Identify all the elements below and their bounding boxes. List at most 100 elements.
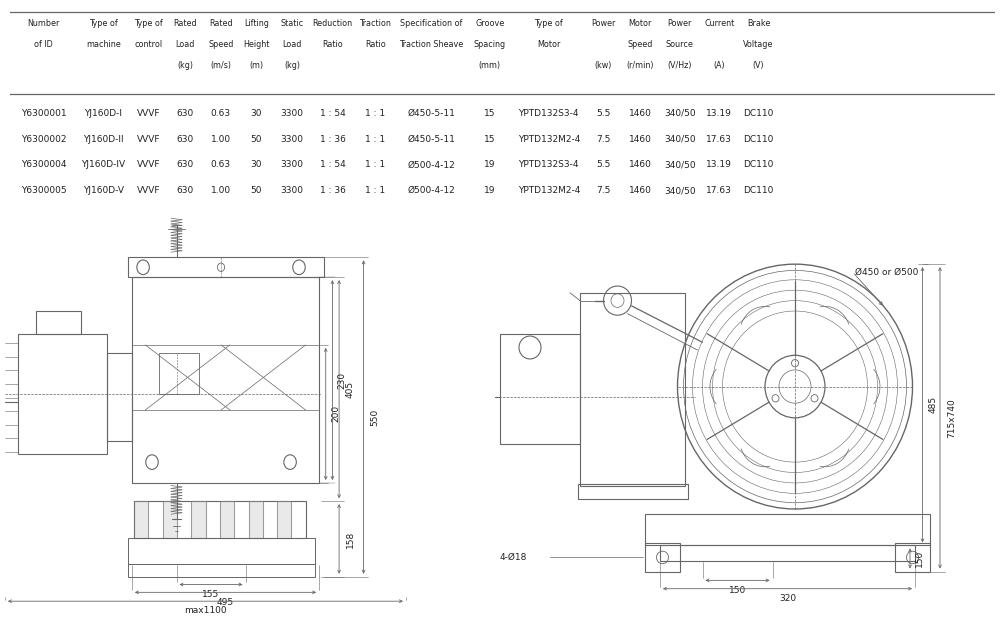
- Text: Type of: Type of: [534, 19, 563, 28]
- Text: 19: 19: [484, 160, 495, 169]
- Text: Traction Sheave: Traction Sheave: [399, 40, 464, 49]
- Text: 150: 150: [915, 550, 924, 567]
- Text: Static: Static: [281, 19, 304, 28]
- Text: Voltage: Voltage: [743, 40, 774, 49]
- Text: Y6300004: Y6300004: [21, 160, 66, 169]
- Text: 50: 50: [250, 135, 262, 144]
- Bar: [578, 484, 688, 499]
- Text: 158: 158: [346, 531, 355, 547]
- Bar: [159, 353, 199, 394]
- Text: (V): (V): [753, 62, 764, 70]
- Text: Power: Power: [668, 19, 692, 28]
- Bar: [580, 293, 685, 486]
- Text: 150: 150: [729, 585, 746, 595]
- Text: Spacing: Spacing: [474, 40, 506, 49]
- Text: DC110: DC110: [743, 160, 774, 169]
- Bar: [107, 353, 132, 441]
- Text: (m): (m): [249, 62, 263, 70]
- Text: 7.5: 7.5: [596, 135, 610, 144]
- Text: 1460: 1460: [629, 160, 652, 169]
- Text: 550: 550: [370, 409, 379, 425]
- Text: 1460: 1460: [629, 186, 652, 195]
- Text: 340/50: 340/50: [664, 135, 696, 144]
- Text: (A): (A): [713, 62, 725, 70]
- Bar: [660, 545, 915, 561]
- Text: YPTD132M2-4: YPTD132M2-4: [518, 135, 580, 144]
- Text: Load: Load: [176, 40, 195, 49]
- Text: Ø450-5-11: Ø450-5-11: [408, 109, 456, 118]
- Text: 630: 630: [177, 186, 194, 195]
- Text: 19: 19: [484, 186, 495, 195]
- Text: 1.00: 1.00: [211, 135, 231, 144]
- Bar: [18, 335, 107, 454]
- Text: YPTD132S3-4: YPTD132S3-4: [519, 109, 579, 118]
- Text: 15: 15: [484, 109, 495, 118]
- Text: Rated: Rated: [174, 19, 197, 28]
- Text: 50: 50: [250, 186, 262, 195]
- Text: 405: 405: [346, 381, 355, 397]
- Bar: [500, 335, 580, 444]
- Text: Speed: Speed: [208, 40, 233, 49]
- Text: DC110: DC110: [743, 186, 774, 195]
- Text: 1 : 1: 1 : 1: [365, 160, 385, 169]
- Text: (V/Hz): (V/Hz): [668, 62, 692, 70]
- Text: Rated: Rated: [209, 19, 233, 28]
- Text: 0.63: 0.63: [211, 160, 231, 169]
- Text: 485: 485: [928, 396, 938, 414]
- Bar: [134, 501, 306, 537]
- Text: Lifting: Lifting: [244, 19, 269, 28]
- Text: Speed: Speed: [628, 40, 653, 49]
- Text: Type of: Type of: [89, 19, 118, 28]
- Bar: [895, 543, 930, 572]
- Text: 1 : 54: 1 : 54: [320, 160, 345, 169]
- Text: Ø500-4-12: Ø500-4-12: [408, 186, 455, 195]
- Text: DC110: DC110: [743, 109, 774, 118]
- Text: Type of: Type of: [135, 19, 163, 28]
- Text: YJ160D-I: YJ160D-I: [85, 109, 123, 118]
- Text: 5.5: 5.5: [596, 160, 610, 169]
- Text: Reduction: Reduction: [313, 19, 353, 28]
- Text: 340/50: 340/50: [664, 160, 696, 169]
- Text: 155: 155: [202, 590, 220, 599]
- Text: Specification of: Specification of: [400, 19, 463, 28]
- Text: 17.63: 17.63: [706, 135, 732, 144]
- Text: VVVF: VVVF: [137, 109, 161, 118]
- Text: YJ160D-V: YJ160D-V: [83, 186, 124, 195]
- Text: Source: Source: [666, 40, 694, 49]
- Text: Groove: Groove: [475, 19, 504, 28]
- Text: 7.5: 7.5: [596, 186, 610, 195]
- Text: Load: Load: [283, 40, 302, 49]
- Text: 1 : 36: 1 : 36: [320, 186, 346, 195]
- Text: VVVF: VVVF: [137, 160, 161, 169]
- Text: 13.19: 13.19: [706, 109, 732, 118]
- Text: 630: 630: [177, 160, 194, 169]
- Text: Height: Height: [243, 40, 269, 49]
- Text: YPTD132M2-4: YPTD132M2-4: [518, 186, 580, 195]
- Text: (kg): (kg): [177, 62, 193, 70]
- Text: 1 : 1: 1 : 1: [365, 109, 385, 118]
- Text: (kw): (kw): [594, 62, 612, 70]
- Text: Traction: Traction: [359, 19, 391, 28]
- Text: 15: 15: [484, 135, 495, 144]
- Bar: [128, 537, 315, 564]
- Text: control: control: [135, 40, 163, 49]
- Text: Y6300001: Y6300001: [21, 109, 66, 118]
- Text: 30: 30: [250, 160, 262, 169]
- Text: 4-Ø18: 4-Ø18: [500, 553, 527, 562]
- Text: 3300: 3300: [281, 135, 304, 144]
- Text: Ø450 or Ø500: Ø450 or Ø500: [855, 267, 918, 276]
- Text: 200: 200: [331, 406, 340, 422]
- Text: machine: machine: [86, 40, 121, 49]
- Text: 230: 230: [338, 371, 347, 389]
- Text: (r/min): (r/min): [627, 62, 654, 70]
- Text: 630: 630: [177, 109, 194, 118]
- Text: Ø450-5-11: Ø450-5-11: [408, 135, 456, 144]
- Bar: [132, 277, 319, 483]
- Text: 630: 630: [177, 135, 194, 144]
- Text: 715x740: 715x740: [948, 398, 956, 438]
- Text: 3300: 3300: [281, 160, 304, 169]
- Text: Brake: Brake: [747, 19, 770, 28]
- Bar: [128, 258, 324, 277]
- Text: VVVF: VVVF: [137, 135, 161, 144]
- Text: 340/50: 340/50: [664, 186, 696, 195]
